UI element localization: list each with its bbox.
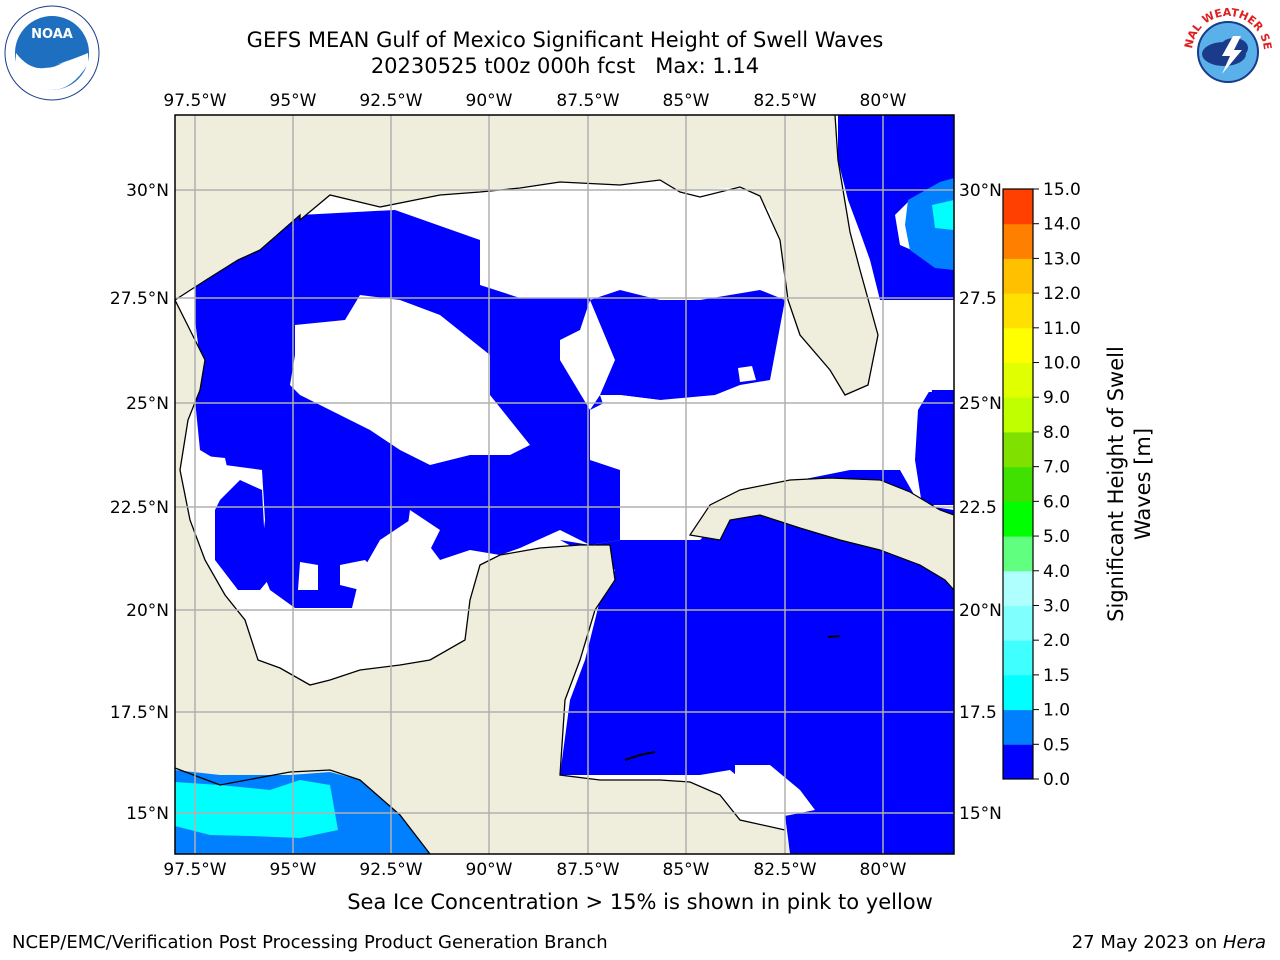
lon-label-bottom: 95°W (270, 860, 317, 880)
cuba-island (688, 477, 954, 591)
lon-label-top: 95°W (270, 91, 317, 111)
swell-calm-caribbean (735, 765, 815, 820)
lon-label-top: 82.5°W (753, 91, 816, 111)
colorbar-label-line1: Significant Height of Swell (1104, 346, 1128, 622)
lat-label-left: 15°N (126, 804, 169, 824)
footer-host: Hera (1222, 932, 1266, 953)
lon-label-top: 87.5°W (556, 91, 619, 111)
lon-label-bottom: 87.5°W (556, 860, 619, 880)
colorbar-tick-label: 10.0 (1043, 354, 1081, 374)
colorbar-segment (1003, 709, 1033, 745)
lon-label-top: 90°W (466, 91, 513, 111)
colorbar-tick-label: 7.0 (1043, 458, 1070, 478)
colorbar-tick-label: 0.5 (1043, 735, 1070, 755)
colorbar-tick-label: 5.0 (1043, 527, 1070, 547)
lat-label-left: 17.5°N (110, 703, 169, 723)
colorbar-tick-label: 11.0 (1043, 319, 1081, 339)
svg-text:NOAA: NOAA (31, 27, 73, 42)
colorbar-tick-label: 13.0 (1043, 249, 1081, 269)
colorbar-tick-label: 9.0 (1043, 388, 1070, 408)
colorbar-segment (1003, 744, 1033, 780)
colorbar-label-line2: Waves [m] (1131, 428, 1155, 540)
colorbar-segment (1003, 397, 1033, 433)
lon-label-top: 80°W (860, 91, 907, 111)
colorbar (1003, 189, 1033, 780)
colorbar-segment (1003, 640, 1033, 676)
footer-date-text: 27 May 2023 on (1071, 932, 1223, 953)
swell-pacific-patch (175, 770, 430, 854)
colorbar-tick-label: 2.0 (1043, 631, 1070, 651)
coastline (175, 115, 954, 854)
swell-atlantic-patch (905, 178, 954, 270)
colorbar-segment (1003, 570, 1033, 606)
lon-label-top: 85°W (663, 91, 710, 111)
colorbar-segment (1003, 466, 1033, 502)
footer-date: 27 May 2023 on Hera (1072, 932, 1266, 953)
swell-calm-patches (196, 182, 932, 590)
colorbar-segment (1003, 536, 1033, 572)
pacific-coastline (175, 767, 431, 854)
lat-label-right: 27.5 (959, 289, 997, 309)
colorbar-segment (1003, 431, 1033, 468)
lon-label-bottom: 90°W (466, 860, 513, 880)
sea-ice-note: Sea Ice Concentration > 15% is shown in … (347, 890, 933, 914)
colorbar-segment (1003, 258, 1033, 294)
colorbar-tick-label: 1.0 (1043, 701, 1070, 721)
colorbar-frame (1002, 188, 1034, 780)
graticule (175, 115, 954, 854)
colorbar-tick-label: 6.0 (1043, 492, 1070, 512)
colorbar-tick-label: 1.5 (1043, 666, 1070, 686)
nws-logo: NATIONAL WEATHER SERVICE (1178, 2, 1276, 100)
colorbar-segment (1003, 501, 1033, 537)
colorbar-tick-label: 14.0 (1043, 215, 1081, 235)
colorbar-segment (1003, 223, 1033, 259)
colorbar-tick-label: 4.0 (1043, 562, 1070, 582)
colorbar-tick-label: 3.0 (1043, 596, 1070, 616)
colorbar-segment (1003, 605, 1033, 641)
lat-label-left: 30°N (126, 181, 169, 201)
colorbar-segment (1003, 293, 1033, 329)
lat-label-right: 25°N (959, 394, 1002, 414)
cayman-islands (827, 635, 841, 638)
colorbar-tick-label: 15.0 (1043, 180, 1081, 200)
lon-label-top: 97.5°W (163, 91, 226, 111)
lat-label-right: 20°N (959, 601, 1002, 621)
lon-label-bottom: 97.5°W (163, 860, 226, 880)
noaa-logo: NOAA (4, 5, 100, 101)
bay-islands (624, 751, 656, 761)
chart-subtitle: 20230525 t00z 000h fcst Max: 1.14 (370, 54, 760, 78)
lat-label-left: 22.5°N (110, 498, 169, 518)
lon-label-top: 92.5°W (359, 91, 422, 111)
colorbar-tick-label: 0.0 (1043, 770, 1070, 790)
lat-label-right: 17.5 (959, 703, 997, 723)
footer-credit: NCEP/EMC/Verification Post Processing Pr… (12, 932, 608, 953)
colorbar-segment (1003, 674, 1033, 711)
lon-label-bottom: 85°W (663, 860, 710, 880)
lon-label-bottom: 82.5°W (753, 860, 816, 880)
lat-label-left: 20°N (126, 601, 169, 621)
lat-label-right: 30°N (959, 181, 1002, 201)
colorbar-tick-label: 12.0 (1043, 284, 1081, 304)
lat-label-left: 25°N (126, 394, 169, 414)
lon-label-bottom: 80°W (860, 860, 907, 880)
lat-label-left: 27.5°N (110, 289, 169, 309)
colorbar-segment (1003, 362, 1033, 398)
lon-label-bottom: 92.5°W (359, 860, 422, 880)
map-frame (174, 114, 955, 855)
lat-label-right: 22.5 (959, 498, 997, 518)
colorbar-tick-label: 8.0 (1043, 423, 1070, 443)
lat-label-right: 15°N (959, 804, 1002, 824)
chart-title: GEFS MEAN Gulf of Mexico Significant Hei… (246, 28, 884, 52)
colorbar-segment (1003, 189, 1033, 225)
colorbar-segment (1003, 327, 1033, 364)
